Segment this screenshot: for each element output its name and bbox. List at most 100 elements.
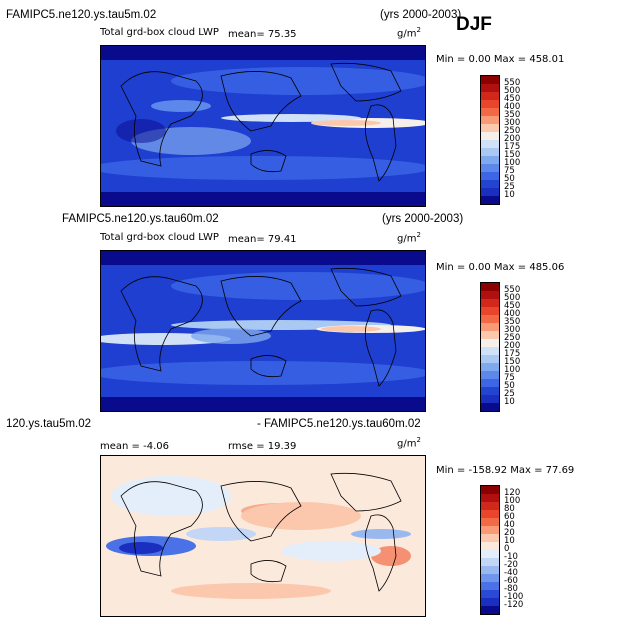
colorbar-segment xyxy=(481,558,499,566)
colorbar-tick-label: 0 xyxy=(504,543,510,554)
colorbar-segment xyxy=(481,180,499,188)
colorbar-segment xyxy=(481,598,499,606)
panel2-mean: mean= 79.41 xyxy=(228,234,297,245)
colorbar-segment xyxy=(481,510,499,518)
colorbar-tick-label: 25 xyxy=(504,181,515,192)
panel3-minmax: Min = -158.92 Max = 77.69 xyxy=(436,465,575,476)
colorbar-segment xyxy=(481,534,499,542)
colorbar-segment xyxy=(481,315,499,323)
colorbar-tick-label: 550 xyxy=(504,284,521,295)
colorbar-segment xyxy=(481,116,499,124)
colorbar-segment xyxy=(481,307,499,315)
colorbar-tick-label: 200 xyxy=(504,340,521,351)
colorbar-segment xyxy=(481,323,499,331)
colorbar-segment xyxy=(481,387,499,395)
colorbar-segment xyxy=(481,606,499,614)
colorbar-tick-label: 550 xyxy=(504,77,521,88)
colorbar-tick-label: -10 xyxy=(504,551,518,562)
colorbar-segment xyxy=(481,590,499,598)
colorbar-tick-label: 80 xyxy=(504,503,515,514)
colorbar-segment xyxy=(481,582,499,590)
colorbar-tick-label: -80 xyxy=(504,583,518,594)
panel3-years: - FAMIPC5.ne120.ys.tau60m.02 xyxy=(257,418,421,430)
colorbar-tick-label: 100 xyxy=(504,364,521,375)
colorbar-tick-label: 10 xyxy=(504,189,515,200)
panel3-rmse: rmse = 19.39 xyxy=(228,441,297,452)
colorbar-segment xyxy=(481,156,499,164)
colorbar-segment xyxy=(481,339,499,347)
colorbar-segment xyxy=(481,403,499,411)
colorbar-tick-label: 20 xyxy=(504,527,515,538)
colorbar-tick-label: 500 xyxy=(504,292,521,303)
colorbar-tick-label: 75 xyxy=(504,165,515,176)
colorbar-segment xyxy=(481,92,499,100)
colorbar-tick-label: 250 xyxy=(504,125,521,136)
colorbar-tick-label: -100 xyxy=(504,591,524,602)
panel3-mean: mean = -4.06 xyxy=(100,441,169,452)
colorbar-tick-label: -60 xyxy=(504,575,518,586)
colorbar-segment xyxy=(481,84,499,92)
colorbar-segment xyxy=(481,379,499,387)
colorbar-segment xyxy=(481,196,499,204)
colorbar-segment xyxy=(481,486,499,494)
colorbar-tick-label: -120 xyxy=(504,599,524,610)
colorbar-segment xyxy=(481,140,499,148)
colorbar-segment xyxy=(481,494,499,502)
colorbar-tick-label: 120 xyxy=(504,487,521,498)
colorbar-tick-label: 350 xyxy=(504,109,521,120)
colorbar-segment xyxy=(481,502,499,510)
colorbar-segment xyxy=(481,188,499,196)
colorbar-tick-label: 450 xyxy=(504,93,521,104)
colorbar-tick-label: -20 xyxy=(504,559,518,570)
colorbar-tick-label: 300 xyxy=(504,117,521,128)
panel3-colorbar xyxy=(480,485,500,615)
panel1-years: (yrs 2000-2003) xyxy=(380,9,462,21)
colorbar-tick-label: 150 xyxy=(504,356,521,367)
panel1-map-svg xyxy=(101,46,425,206)
colorbar-segment xyxy=(481,172,499,180)
colorbar-segment xyxy=(481,574,499,582)
season-label: DJF xyxy=(456,14,492,35)
colorbar-tick-label: -40 xyxy=(504,567,518,578)
colorbar-segment xyxy=(481,331,499,339)
colorbar-segment xyxy=(481,542,499,550)
colorbar-segment xyxy=(481,518,499,526)
panel1-mean: mean= 75.35 xyxy=(228,29,297,40)
colorbar-tick-label: 50 xyxy=(504,173,515,184)
panel1-colorbar xyxy=(480,75,500,205)
colorbar-tick-label: 300 xyxy=(504,324,521,335)
colorbar-tick-label: 40 xyxy=(504,519,515,530)
colorbar-segment xyxy=(481,132,499,140)
panel2-map-svg xyxy=(101,251,425,411)
panel3-map-svg xyxy=(101,456,425,616)
colorbar-segment xyxy=(481,283,499,291)
colorbar-tick-label: 100 xyxy=(504,495,521,506)
colorbar-tick-label: 100 xyxy=(504,157,521,168)
colorbar-segment xyxy=(481,76,499,84)
colorbar-segment xyxy=(481,550,499,558)
colorbar-tick-label: 350 xyxy=(504,316,521,327)
colorbar-tick-label: 400 xyxy=(504,308,521,319)
panel3-map xyxy=(100,455,426,617)
panel1-units: g/m2 xyxy=(397,26,421,40)
colorbar-tick-label: 50 xyxy=(504,380,515,391)
colorbar-tick-label: 75 xyxy=(504,372,515,383)
colorbar-segment xyxy=(481,371,499,379)
panel1-minmax: Min = 0.00 Max = 458.01 xyxy=(436,54,565,65)
colorbar-segment xyxy=(481,299,499,307)
colorbar-segment xyxy=(481,108,499,116)
colorbar-segment xyxy=(481,347,499,355)
panel1-variable: Total grd-box cloud LWP xyxy=(100,27,219,38)
colorbar-segment xyxy=(481,526,499,534)
colorbar-tick-label: 25 xyxy=(504,388,515,399)
colorbar-segment xyxy=(481,363,499,371)
panel2-map xyxy=(100,250,426,412)
colorbar-segment xyxy=(481,100,499,108)
colorbar-tick-label: 175 xyxy=(504,141,521,152)
colorbar-segment xyxy=(481,566,499,574)
colorbar-tick-label: 150 xyxy=(504,149,521,160)
colorbar-segment xyxy=(481,124,499,132)
panel2-case-title: FAMIPC5.ne120.ys.tau60m.02 xyxy=(62,213,219,225)
colorbar-tick-label: 450 xyxy=(504,300,521,311)
colorbar-tick-label: 400 xyxy=(504,101,521,112)
